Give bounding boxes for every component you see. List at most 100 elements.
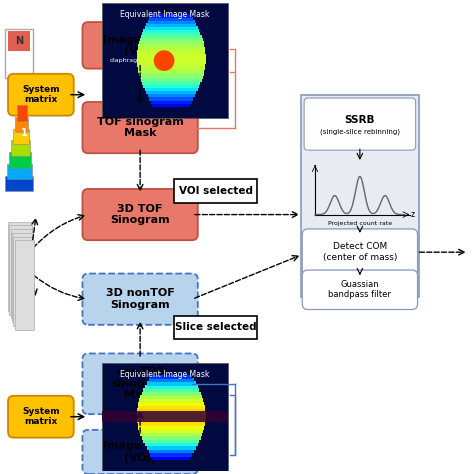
Bar — [11, 140, 30, 156]
Bar — [137, 405, 205, 410]
Bar — [145, 385, 198, 389]
Bar — [12, 233, 33, 322]
Bar — [17, 105, 27, 120]
Bar — [139, 398, 203, 402]
Text: System
matrix: System matrix — [22, 407, 60, 427]
Text: Equivalent Image Mask: Equivalent Image Mask — [120, 10, 210, 19]
Bar — [140, 432, 202, 437]
Bar — [142, 392, 201, 396]
Bar — [149, 17, 193, 21]
FancyBboxPatch shape — [82, 273, 198, 325]
Bar — [5, 175, 33, 191]
Bar — [137, 409, 205, 413]
Text: N: N — [15, 36, 23, 46]
Bar — [13, 128, 29, 144]
Bar — [143, 439, 199, 443]
Text: 1: 1 — [20, 128, 27, 138]
Text: Slice selected: Slice selected — [175, 322, 256, 332]
Bar — [138, 425, 204, 429]
Text: TOF sinogram
Mask: TOF sinogram Mask — [97, 117, 183, 138]
Bar — [137, 47, 205, 51]
FancyBboxPatch shape — [82, 430, 198, 474]
FancyBboxPatch shape — [82, 102, 198, 153]
Bar — [141, 78, 201, 82]
Text: Image Mask
(VOI): Image Mask (VOI) — [103, 35, 177, 56]
Bar — [137, 50, 205, 55]
Bar — [145, 87, 198, 91]
FancyBboxPatch shape — [82, 22, 198, 69]
Bar — [139, 428, 203, 433]
Bar — [149, 97, 193, 100]
Bar — [137, 412, 206, 416]
FancyBboxPatch shape — [8, 396, 74, 438]
Bar — [137, 415, 206, 419]
Bar — [137, 60, 206, 64]
FancyBboxPatch shape — [174, 179, 257, 203]
Bar — [148, 449, 194, 453]
Bar — [150, 452, 192, 456]
Bar — [140, 75, 203, 79]
Bar — [148, 378, 194, 383]
Bar — [151, 100, 191, 104]
Text: Projected count rate: Projected count rate — [328, 220, 392, 226]
Bar — [146, 23, 196, 27]
Bar — [151, 14, 191, 18]
Bar — [146, 446, 196, 450]
Bar — [142, 436, 201, 440]
Bar — [138, 401, 204, 406]
Bar — [9, 225, 32, 315]
Text: diaphragm: diaphragm — [109, 58, 160, 63]
FancyBboxPatch shape — [304, 98, 416, 150]
Bar — [7, 164, 32, 179]
Bar — [145, 442, 198, 447]
Bar — [137, 63, 205, 67]
Bar — [142, 32, 201, 36]
Bar — [137, 422, 205, 426]
Bar — [140, 395, 202, 399]
Text: nonTOF
sinogram
Mask: nonTOF sinogram Mask — [111, 367, 169, 401]
Text: Equivalent Image Mask: Equivalent Image Mask — [120, 370, 210, 379]
Bar — [153, 103, 190, 107]
Bar — [13, 237, 33, 326]
Text: Detect COM
(center of mass): Detect COM (center of mass) — [323, 243, 397, 262]
Bar — [146, 91, 196, 94]
Bar — [147, 20, 195, 24]
Bar — [5, 29, 33, 78]
Bar — [137, 54, 206, 57]
Bar — [142, 81, 201, 85]
Bar — [10, 229, 32, 319]
Circle shape — [154, 50, 174, 71]
Bar — [146, 382, 196, 386]
Bar — [137, 56, 206, 61]
Text: (single-slice rebinning): (single-slice rebinning) — [320, 128, 400, 135]
Bar — [147, 93, 195, 98]
Bar — [140, 38, 203, 42]
FancyBboxPatch shape — [82, 354, 198, 414]
Bar — [150, 374, 192, 379]
FancyBboxPatch shape — [301, 95, 419, 297]
FancyBboxPatch shape — [174, 316, 257, 339]
Bar — [137, 66, 205, 70]
Bar — [139, 41, 203, 46]
Bar — [141, 35, 201, 39]
Text: VOI selected: VOI selected — [179, 186, 253, 196]
Bar — [143, 388, 199, 392]
Bar — [9, 152, 31, 168]
Bar — [8, 222, 31, 311]
Bar — [15, 117, 28, 132]
Bar — [143, 84, 199, 88]
Bar — [138, 69, 204, 73]
Text: SSRB: SSRB — [345, 115, 375, 125]
FancyBboxPatch shape — [82, 189, 198, 240]
Text: Guassian
bandpass filter: Guassian bandpass filter — [328, 280, 392, 300]
Bar — [138, 45, 204, 48]
FancyBboxPatch shape — [302, 270, 418, 310]
Bar — [139, 72, 203, 76]
Bar — [102, 363, 228, 471]
Bar — [102, 411, 228, 422]
Bar — [153, 456, 190, 460]
Text: z: z — [411, 210, 415, 219]
Bar — [8, 31, 30, 51]
Bar — [145, 26, 198, 30]
Text: System
matrix: System matrix — [22, 85, 60, 104]
